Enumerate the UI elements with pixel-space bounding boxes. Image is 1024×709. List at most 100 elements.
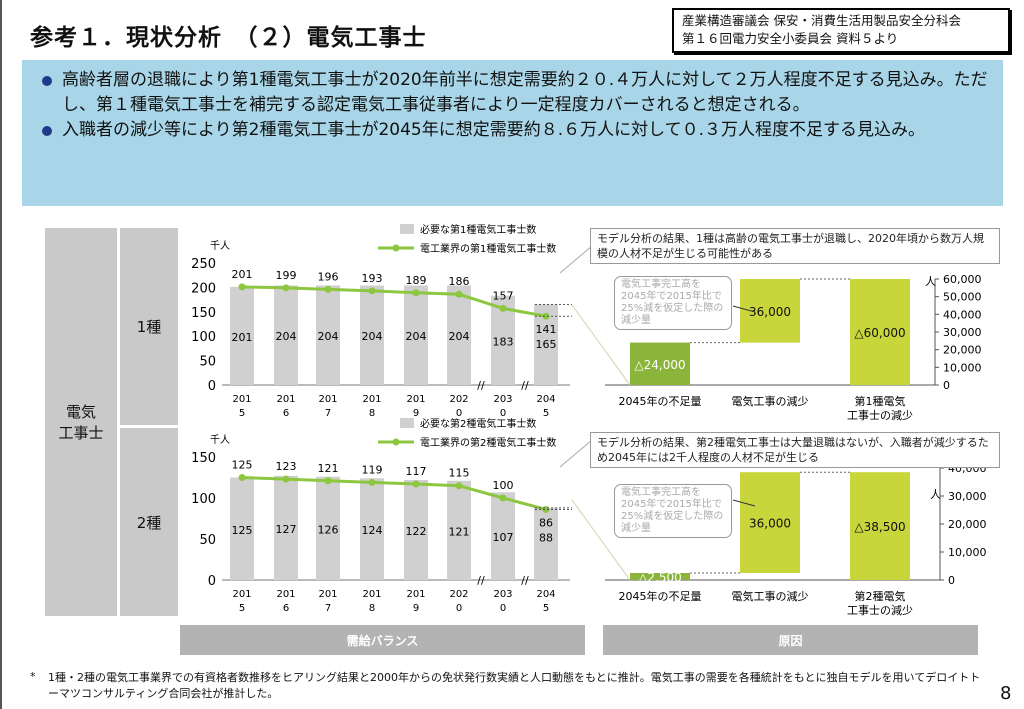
y-tick-label: 0 [208, 574, 216, 589]
bar-value-label: 204 [276, 330, 297, 343]
line-point [455, 482, 463, 490]
x-tick-label: 201 [232, 589, 251, 600]
waterfall-value-label: △60,000 [854, 326, 905, 340]
line-point [412, 480, 420, 488]
footnote-mark: * [30, 670, 36, 683]
bar-value-label: 183 [493, 335, 514, 348]
x-tick-label: 202 [449, 394, 468, 405]
y-tick-label: 10,000 [943, 361, 982, 374]
bar-value-label: 107 [493, 531, 514, 544]
bar [316, 476, 340, 580]
line-point [238, 283, 246, 291]
waterfall-value-label: 36,000 [749, 305, 791, 319]
legend-line-marker [392, 438, 400, 446]
line-value-label: 119 [362, 463, 383, 476]
page-number: 8 [1000, 683, 1012, 704]
note-type1: 電気工事完工高を2045年で2015年比で25%減を仮定した際の減少量 [614, 276, 732, 330]
y-tick-label: 100 [191, 330, 216, 345]
y-tick-label: 250 [191, 257, 216, 272]
callout-connector [559, 245, 593, 274]
bar-value-label: 121 [449, 525, 470, 538]
summary-bullet: 入職者の減少等により第2種電気工事士が2045年に想定需要約８.６万人に対して０… [42, 118, 989, 143]
bar [316, 285, 340, 385]
line-point [238, 474, 246, 481]
line-value-label: 157 [493, 289, 514, 302]
waterfall-bar [850, 472, 910, 580]
bar-value-label: 88 [539, 531, 553, 544]
line-point [324, 477, 332, 485]
x-tick-label: 工事士の減少 [847, 603, 913, 617]
bar [230, 477, 254, 580]
bar [274, 475, 298, 580]
axis-break-icon: // [477, 574, 485, 587]
y-tick-label: 30,000 [943, 326, 982, 339]
line-value-label: 100 [493, 479, 514, 492]
callout-connector [559, 439, 593, 468]
x-tick-label: 5 [239, 408, 245, 419]
bar-value-label: 122 [406, 525, 427, 538]
y-tick-label: 20,000 [948, 518, 987, 531]
x-tick-label: 9 [413, 603, 419, 614]
line-point [282, 284, 290, 292]
line-point [499, 494, 507, 502]
bar-value-label: 124 [362, 524, 383, 537]
y-tick-label: 150 [191, 451, 216, 466]
slide-edge [0, 0, 2, 709]
x-tick-label: 工事士の減少 [847, 408, 913, 422]
y-tick-label: 0 [943, 379, 950, 392]
x-tick-label: 5 [543, 408, 549, 419]
note-pointer [732, 305, 756, 313]
unit-label: 人 [925, 275, 936, 288]
bar-value-label: 204 [362, 330, 383, 343]
bar-value-label: 125 [232, 524, 253, 537]
x-tick-label: 204 [536, 394, 555, 405]
axis-break-icon: // [521, 574, 529, 587]
x-tick-label: 電気工事の減少 [732, 589, 809, 603]
bar [491, 492, 515, 580]
legend-line-marker [392, 244, 400, 252]
line-value-label: 201 [232, 268, 253, 281]
legend-bar-swatch [400, 418, 414, 428]
x-tick-label: 201 [406, 589, 425, 600]
line-point [282, 475, 290, 483]
bar-value-label: 127 [276, 523, 297, 536]
page-title: 参考１．現状分析 （２）電気工事士 [30, 25, 427, 51]
y-tick-label: 10,000 [948, 546, 987, 559]
x-tick-label: 0 [456, 603, 462, 614]
line-value-label: 186 [449, 275, 470, 288]
line-point [412, 289, 420, 297]
x-tick-label: 201 [406, 394, 425, 405]
line-point [455, 290, 463, 298]
bar-value-label: 204 [406, 330, 427, 343]
x-tick-label: 電気工事の減少 [732, 394, 809, 408]
x-tick-label: 201 [318, 589, 337, 600]
x-tick-label: 6 [283, 408, 289, 419]
line-value-label: 125 [232, 459, 253, 472]
x-tick-label: 6 [283, 603, 289, 614]
bar [360, 478, 384, 580]
y-tick-label: 0 [948, 574, 955, 587]
x-tick-label: 203 [493, 589, 512, 600]
line-series [241, 285, 547, 318]
source-line-2: 第１６回電力安全小委員会 資料５より [682, 31, 899, 46]
bar-value-label: 204 [318, 330, 339, 343]
line-value-label: 196 [318, 270, 339, 283]
line-value-label: 141 [536, 323, 557, 336]
line-value-label: 199 [276, 269, 297, 282]
x-tick-label: 8 [369, 408, 375, 419]
waterfall-value-label: △2,500 [638, 571, 682, 585]
line-point [368, 287, 376, 295]
waterfall-bar [630, 342, 690, 385]
y-tick-label: 50,000 [943, 291, 982, 304]
unit-label: 千人 [210, 240, 230, 252]
x-tick-label: 8 [369, 603, 375, 614]
line-point [499, 304, 507, 312]
zoom-guide-line [571, 304, 631, 386]
x-tick-label: 201 [232, 394, 251, 405]
x-tick-label: 203 [493, 394, 512, 405]
note-pointer [732, 499, 756, 507]
x-tick-label: 204 [536, 589, 555, 600]
legend-line-label: 電工業界の第1種電気工事士数 [420, 242, 556, 255]
line-value-label: 117 [406, 465, 427, 478]
